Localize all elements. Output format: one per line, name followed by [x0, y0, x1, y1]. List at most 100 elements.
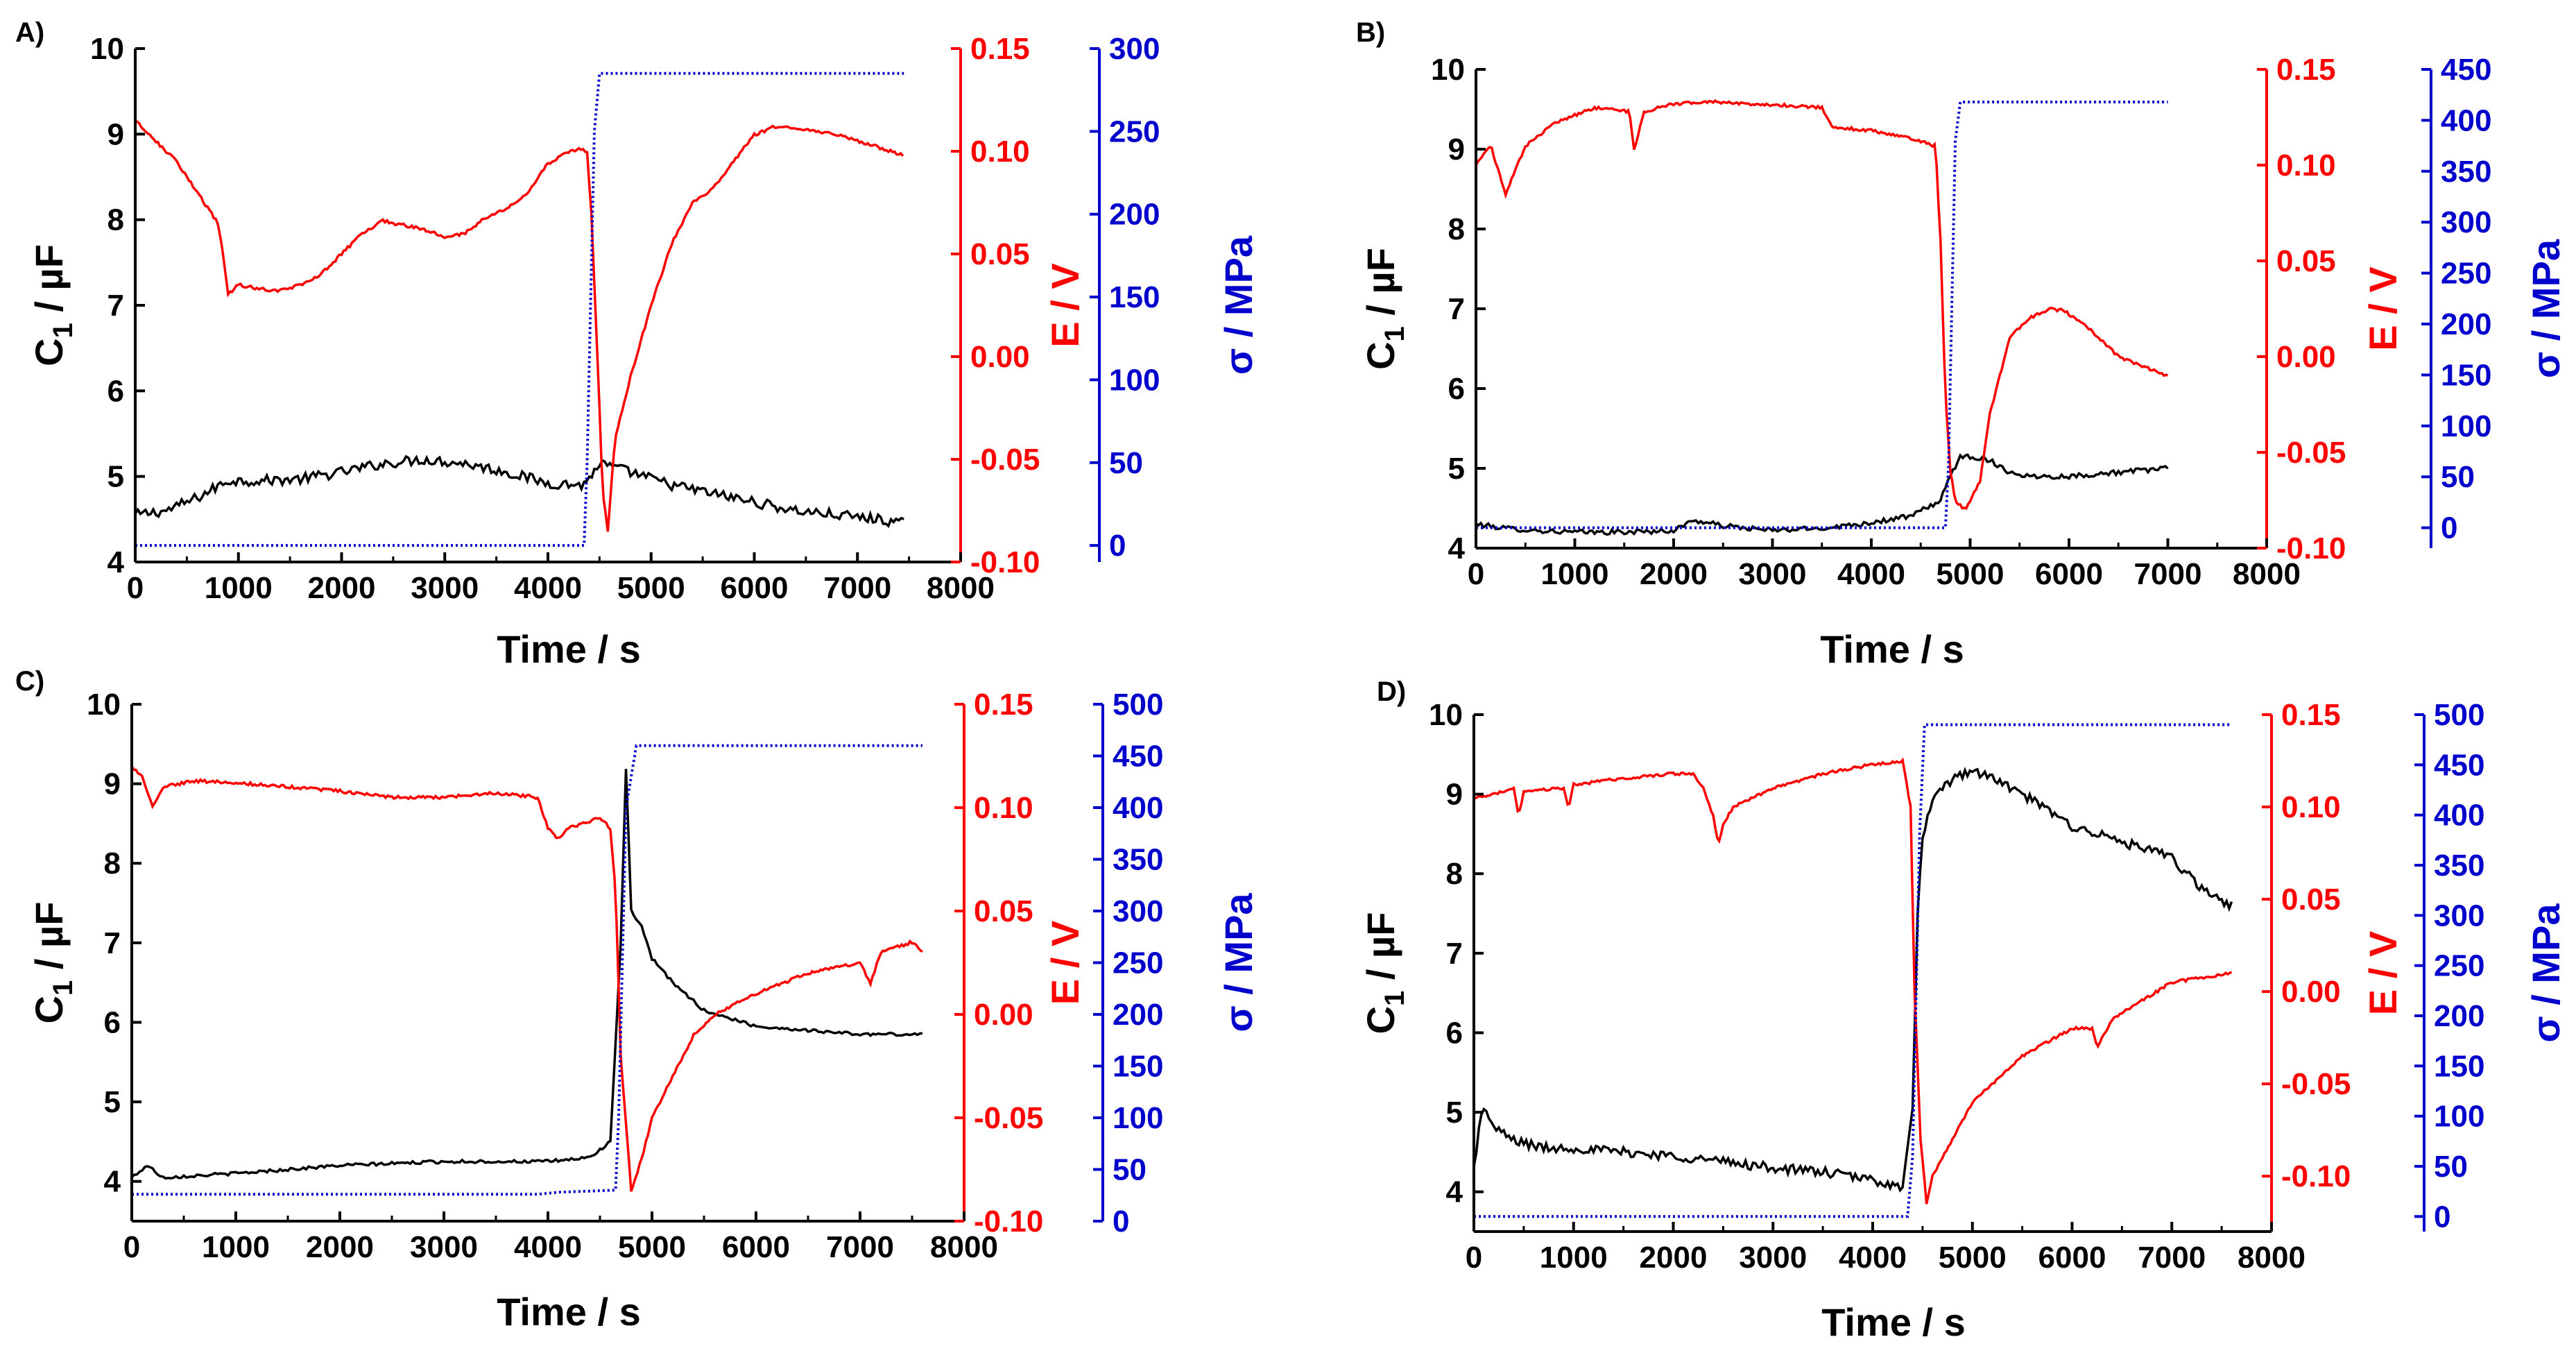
y-right-e-tick-label: -0.05	[2281, 1067, 2351, 1101]
y-right-e-tick-label: -0.05	[2276, 436, 2346, 470]
y-right-sigma-tick-label: 500	[2434, 698, 2484, 732]
y-right-sigma-tick-label: 350	[1113, 843, 1163, 877]
y-right-e-tick-label: 0.05	[2281, 883, 2341, 917]
x-tick-label: 8000	[927, 571, 995, 605]
x-axis-title: Time / s	[497, 627, 641, 671]
x-tick-label: 7000	[826, 1230, 894, 1264]
x-tick-label: 5000	[1939, 1241, 2007, 1275]
x-tick-label: 1000	[202, 1230, 270, 1264]
y-left-tick-label: 6	[108, 374, 124, 408]
y-right-sigma-tick-label: 500	[1113, 688, 1163, 722]
x-tick-label: 0	[1468, 557, 1484, 591]
y-right-sigma-tick-label: 0	[2441, 511, 2457, 545]
y-right-e-tick-label: 0.15	[970, 32, 1030, 66]
x-tick-label: 7000	[2134, 557, 2202, 591]
y-left-tick-label: 4	[108, 545, 125, 579]
y-right-e-axis-title: E / V	[1043, 921, 1087, 1005]
series-line-left	[130, 769, 923, 1180]
y-right-sigma-tick-label: 450	[2434, 748, 2484, 782]
series-line-left	[1472, 767, 2233, 1193]
y-right-sigma-tick-label: 0	[2434, 1200, 2450, 1234]
y-left-tick-label: 10	[90, 32, 124, 66]
y-right-sigma-tick-label: 300	[1113, 894, 1163, 928]
x-tick-label: 3000	[411, 571, 479, 605]
y-right-sigma-tick-label: 200	[1109, 198, 1160, 232]
y-right-e-axis-title: E / V	[1043, 263, 1087, 347]
x-tick-label: 2000	[308, 571, 376, 605]
x-axis-title: Time / s	[1821, 1300, 1966, 1344]
y-right-sigma-axis-title: σ / MPa	[1217, 893, 1260, 1032]
y-right-sigma-tick-label: 150	[2441, 358, 2491, 392]
y-left-tick-label: 8	[104, 846, 121, 880]
y-left-tick-label: 4	[104, 1165, 121, 1199]
y-right-sigma-tick-label: 200	[2434, 999, 2484, 1033]
y-right-sigma-tick-label: 350	[2434, 849, 2484, 883]
x-tick-label: 0	[1466, 1241, 1482, 1275]
y-right-e-axis-title: E / V	[2361, 266, 2405, 350]
panel-c: C)0 1000 2000 3000 4000 5000 6000 7000 800045678…	[15, 666, 1260, 1334]
y-right-sigma-tick-label: 0	[1113, 1204, 1129, 1238]
x-tick-label: 2000	[306, 1230, 374, 1264]
x-tick-label: 8000	[2233, 557, 2301, 591]
y-left-tick-label: 6	[1446, 1016, 1463, 1050]
series-line-right1	[135, 119, 904, 532]
y-right-e-tick-label: 0.00	[2276, 340, 2336, 374]
y-right-sigma-tick-label: 50	[2434, 1150, 2468, 1184]
x-tick-label: 8000	[930, 1230, 998, 1264]
y-left-tick-label: 8	[1448, 212, 1465, 246]
x-tick-label: 0	[123, 1230, 140, 1264]
y-right-sigma-tick-label: 250	[1109, 114, 1160, 148]
y-right-sigma-tick-label: 350	[2441, 155, 2491, 189]
x-tick-label: 1000	[205, 571, 273, 605]
y-left-tick-label: 6	[1448, 372, 1465, 406]
y-right-e-tick-label: 0.00	[974, 998, 1033, 1032]
y-left-axis-title: C1 / µF	[1359, 912, 1410, 1035]
series-line-right2	[1474, 723, 2232, 1218]
y-right-sigma-tick-label: 300	[1109, 32, 1160, 66]
y-right-e-tick-label: 0.00	[2281, 975, 2341, 1009]
y-right-e-tick-label: 0.10	[974, 791, 1033, 825]
series-line-right2	[132, 744, 922, 1196]
series-line-right1	[1473, 757, 2233, 1204]
series-line-left	[134, 454, 904, 528]
y-left-tick-label: 7	[1448, 292, 1465, 326]
y-right-e-tick-label: 0.10	[2281, 790, 2341, 824]
x-tick-label: 6000	[2035, 557, 2103, 591]
y-right-sigma-tick-label: 150	[1113, 1050, 1163, 1084]
y-left-tick-label: 8	[1446, 857, 1463, 891]
x-tick-label: 7000	[823, 571, 891, 605]
panel-d: D)0 1000 2000 3000 4000 5000 6000 7000 800045678…	[1359, 676, 2568, 1344]
y-left-tick-label: 5	[1448, 452, 1465, 486]
y-left-tick-label: 5	[108, 460, 124, 494]
y-right-e-tick-label: 0.15	[2276, 53, 2336, 87]
y-right-sigma-tick-label: 250	[2434, 949, 2484, 983]
y-right-e-tick-label: 0.15	[2281, 698, 2341, 732]
y-right-sigma-tick-label: 150	[1109, 280, 1160, 314]
y-right-sigma-tick-label: 400	[1113, 791, 1163, 825]
y-left-tick-label: 7	[1446, 937, 1463, 971]
y-right-e-tick-label: 0.05	[970, 237, 1030, 271]
x-tick-label: 1000	[1541, 557, 1609, 591]
y-left-tick-label: 5	[104, 1085, 121, 1119]
x-tick-label: 3000	[1739, 557, 1807, 591]
y-right-sigma-tick-label: 100	[2434, 1100, 2484, 1134]
y-right-sigma-tick-label: 100	[2441, 409, 2491, 443]
y-left-tick-label: 10	[1429, 698, 1463, 732]
x-tick-label: 4000	[1837, 557, 1905, 591]
y-right-e-tick-label: 0.10	[970, 135, 1030, 169]
x-tick-label: 6000	[722, 1230, 790, 1264]
y-left-tick-label: 4	[1446, 1175, 1463, 1209]
x-tick-label: 4000	[1839, 1241, 1907, 1275]
y-left-tick-label: 7	[104, 926, 121, 960]
y-right-sigma-tick-label: 200	[1113, 998, 1163, 1032]
x-tick-label: 4000	[514, 1230, 582, 1264]
x-tick-label: 0	[127, 571, 144, 605]
y-left-axis-title: C1 / µF	[1359, 248, 1410, 370]
y-left-tick-label: 9	[1448, 133, 1465, 167]
series-line-right2	[135, 71, 904, 547]
y-right-e-tick-label: 0.00	[970, 340, 1030, 374]
y-right-sigma-tick-label: 250	[2441, 257, 2491, 291]
x-tick-label: 4000	[514, 571, 582, 605]
y-right-sigma-axis-title: σ / MPa	[1217, 235, 1260, 375]
